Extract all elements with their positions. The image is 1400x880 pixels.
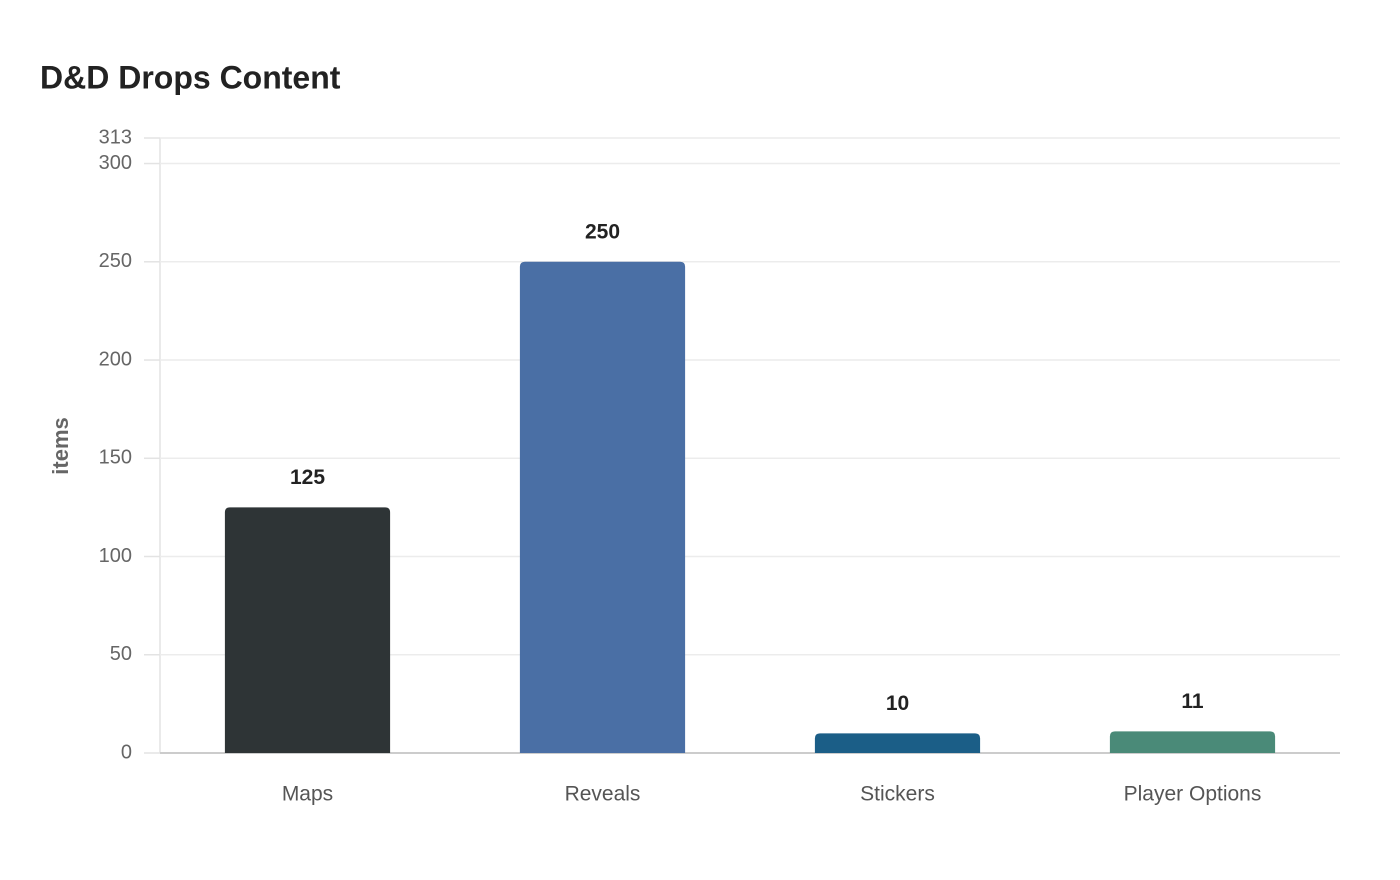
bar xyxy=(814,733,981,753)
value-label: 125 xyxy=(290,466,325,489)
value-label: 10 xyxy=(886,692,909,715)
bar xyxy=(1109,731,1276,753)
y-tick-label: 0 xyxy=(121,741,132,763)
x-tick-label: Stickers xyxy=(860,783,935,806)
x-tick-label: Reveals xyxy=(565,783,641,806)
bar xyxy=(224,507,391,753)
y-tick-label: 50 xyxy=(110,643,132,665)
y-axis-label: items xyxy=(48,417,73,474)
x-tick-label: Maps xyxy=(282,783,333,806)
value-label: 11 xyxy=(1181,690,1204,713)
y-tick-label: 200 xyxy=(99,348,132,370)
value-label: 250 xyxy=(585,220,620,243)
chart-title: D&D Drops Content xyxy=(40,59,341,95)
y-tick-label: 313 xyxy=(99,126,132,148)
y-tick-label: 300 xyxy=(99,152,132,174)
y-tick-label: 150 xyxy=(99,447,132,469)
y-tick-label: 250 xyxy=(99,250,132,272)
bar xyxy=(519,261,686,753)
x-tick-label: Player Options xyxy=(1124,783,1262,806)
y-tick-label: 100 xyxy=(99,545,132,567)
